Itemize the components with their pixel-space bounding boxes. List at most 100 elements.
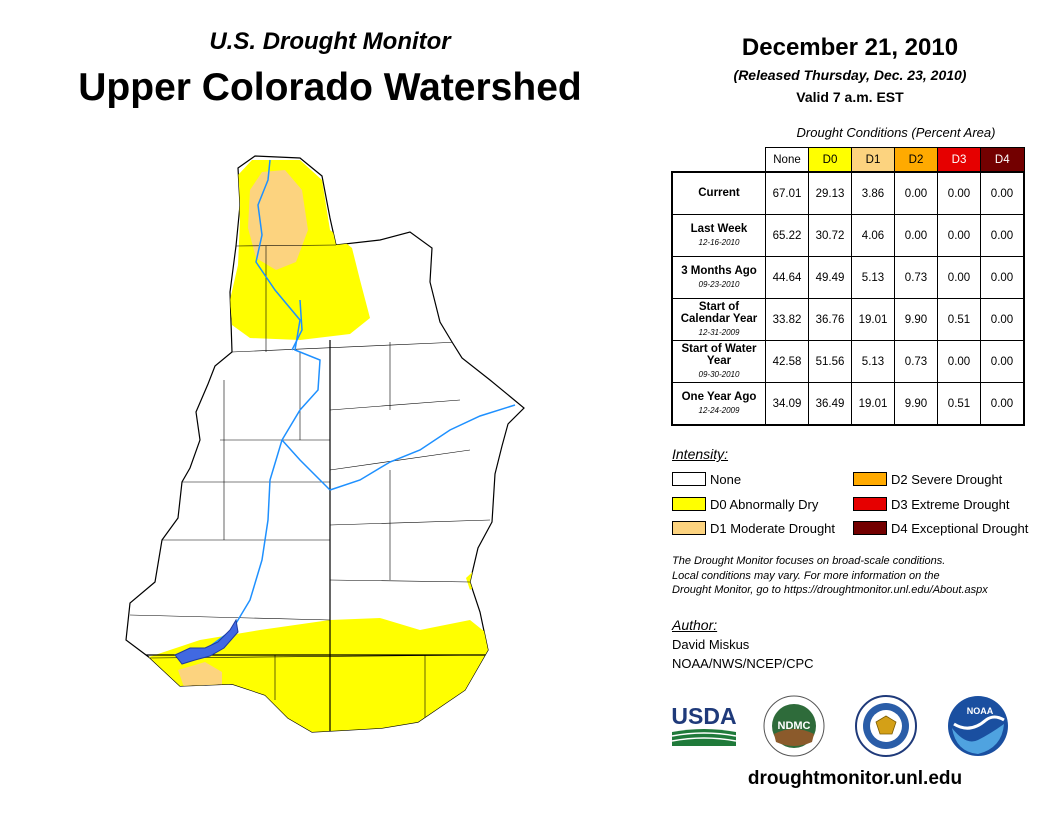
column-header-d4: D4 <box>980 147 1025 173</box>
row-date: 12-24-2009 <box>698 405 740 415</box>
table-cell: 0.00 <box>980 171 1025 215</box>
table-cell: 0.51 <box>937 382 981 426</box>
table-cell: 33.82 <box>765 298 809 341</box>
table-row: One Year Ago 12-24-2009 34.09 36.49 19.01 9.9… <box>671 382 1025 426</box>
table-cell: 0.00 <box>894 214 938 257</box>
legend-item: D2 Severe Drought <box>853 471 1002 487</box>
table-cell: 0.51 <box>937 298 981 341</box>
legend-title: Intensity: <box>672 446 729 462</box>
table-cell: 36.76 <box>808 298 852 341</box>
row-label: Last Week 12-16-2010 <box>671 214 766 257</box>
row-date: 12-31-2009 <box>698 327 740 337</box>
map-subtitle: U.S. Drought Monitor <box>209 28 451 55</box>
conditions-table: None D0 D1 D2 D3 D4 Current 67.01 29.13 3.8… <box>671 147 1025 426</box>
note-line: Local conditions may vary. For more info… <box>672 569 940 582</box>
table-cell: 29.13 <box>808 171 852 215</box>
legend-swatch-d1 <box>672 521 706 535</box>
row-label: Start of Water Year 09-30-2010 <box>671 340 766 383</box>
table-cell: 44.64 <box>765 256 809 299</box>
column-header-d2: D2 <box>894 147 938 173</box>
table-cell: 0.00 <box>937 256 981 299</box>
legend-item: D4 Exceptional Drought <box>853 520 1028 536</box>
table-cell: 0.73 <box>894 256 938 299</box>
note-line: Drought Monitor, go to https://droughtmo… <box>672 584 988 596</box>
row-label-text: 3 Months Ago <box>681 264 757 277</box>
row-label: Start of Calendar Year 12-31-2009 <box>671 298 766 341</box>
table-cell: 49.49 <box>808 256 852 299</box>
table-cell: 34.09 <box>765 382 809 426</box>
legend-swatch-none <box>672 472 706 486</box>
column-header-d3: D3 <box>937 147 981 173</box>
legend-item: D0 Abnormally Dry <box>672 496 818 512</box>
legend-label: D3 Extreme Drought <box>891 496 1010 512</box>
row-date: 09-23-2010 <box>698 279 740 289</box>
table-cell: 0.00 <box>937 340 981 383</box>
row-label-text: Start of Calendar Year <box>680 300 758 325</box>
map-title: Upper Colorado Watershed <box>78 66 582 109</box>
lake-powell <box>174 618 239 665</box>
column-header-none: None <box>765 147 809 173</box>
table-cell: 0.00 <box>937 171 981 215</box>
row-label: Current <box>671 171 766 215</box>
legend-label: D0 Abnormally Dry <box>710 496 819 512</box>
table-cell: 0.00 <box>980 382 1025 426</box>
table-cell: 0.00 <box>980 214 1025 257</box>
legend-swatch-d0 <box>672 497 706 511</box>
table-cell: 67.01 <box>765 171 809 215</box>
table-cell: 0.00 <box>980 298 1025 341</box>
valid-time: Valid 7 a.m. EST <box>796 89 904 105</box>
table-cell: 36.49 <box>808 382 852 426</box>
footer-site: droughtmonitor.unl.edu <box>747 768 963 789</box>
svg-text:NDMC: NDMC <box>778 720 811 732</box>
row-label-text: Current <box>698 186 740 199</box>
table-cell: 5.13 <box>851 256 895 299</box>
table-cell: 19.01 <box>851 298 895 341</box>
usda-logo: USDA <box>671 703 737 746</box>
table-cell: 30.72 <box>808 214 852 257</box>
table-cell: 9.90 <box>894 298 938 341</box>
ndmc-logo: NDMC <box>763 695 825 757</box>
legend-label: None <box>710 471 742 487</box>
table-cell: 5.13 <box>851 340 895 383</box>
column-header-d0: D0 <box>808 147 852 173</box>
table-row: 3 Months Ago 09-23-2010 44.64 49.49 5.13 0.73… <box>671 256 1025 299</box>
legend-item: D1 Moderate Drought <box>672 520 835 536</box>
svg-text:USDA: USDA <box>671 703 736 729</box>
table-cell: 4.06 <box>851 214 895 257</box>
legend-label: D2 Severe Drought <box>891 471 1003 487</box>
watershed-map <box>125 155 525 733</box>
row-label: One Year Ago 12-24-2009 <box>671 382 766 426</box>
release-date: (Released Thursday, Dec. 23, 2010) <box>733 67 967 83</box>
row-label-text: Start of Water Year <box>681 342 757 367</box>
author-org: NOAA/NWS/NCEP/CPC <box>672 656 814 671</box>
row-label-text: One Year Ago <box>681 390 757 403</box>
table-cell: 3.86 <box>851 171 895 215</box>
row-date: 09-30-2010 <box>698 369 740 379</box>
table-cell: 9.90 <box>894 382 938 426</box>
table-cell: 0.73 <box>894 340 938 383</box>
noaa-logo: NOAA <box>948 696 1008 756</box>
legend-item: D3 Extreme Drought <box>853 496 1010 512</box>
table-cell: 19.01 <box>851 382 895 426</box>
table-row: Current 67.01 29.13 3.86 0.00 0.00 0.00 <box>671 171 1025 215</box>
legend-swatch-d2 <box>853 472 887 486</box>
note-line: The Drought Monitor focuses on broad-sca… <box>672 555 946 567</box>
table-cell: 42.58 <box>765 340 809 383</box>
legend-label: D4 Exceptional Drought <box>891 520 1029 536</box>
legend-item: None <box>672 471 741 487</box>
column-header-d1: D1 <box>851 147 895 173</box>
rivers <box>179 159 516 661</box>
row-date: 12-16-2010 <box>698 237 740 247</box>
conditions-title: Drought Conditions (Percent Area) <box>796 125 996 140</box>
d0-area-south <box>140 618 495 732</box>
legend-swatch-d3 <box>853 497 887 511</box>
legend-swatch-d4 <box>853 521 887 535</box>
d1-area-north <box>248 170 308 270</box>
table-row: Last Week 12-16-2010 65.22 30.72 4.06 0.00 0.0… <box>671 214 1025 257</box>
legend-label: D1 Moderate Drought <box>710 520 836 536</box>
table-cell: 51.56 <box>808 340 852 383</box>
row-label: 3 Months Ago 09-23-2010 <box>671 256 766 299</box>
author-name: David Miskus <box>672 637 750 652</box>
table-cell: 0.00 <box>980 256 1025 299</box>
table-cell: 0.00 <box>894 171 938 215</box>
